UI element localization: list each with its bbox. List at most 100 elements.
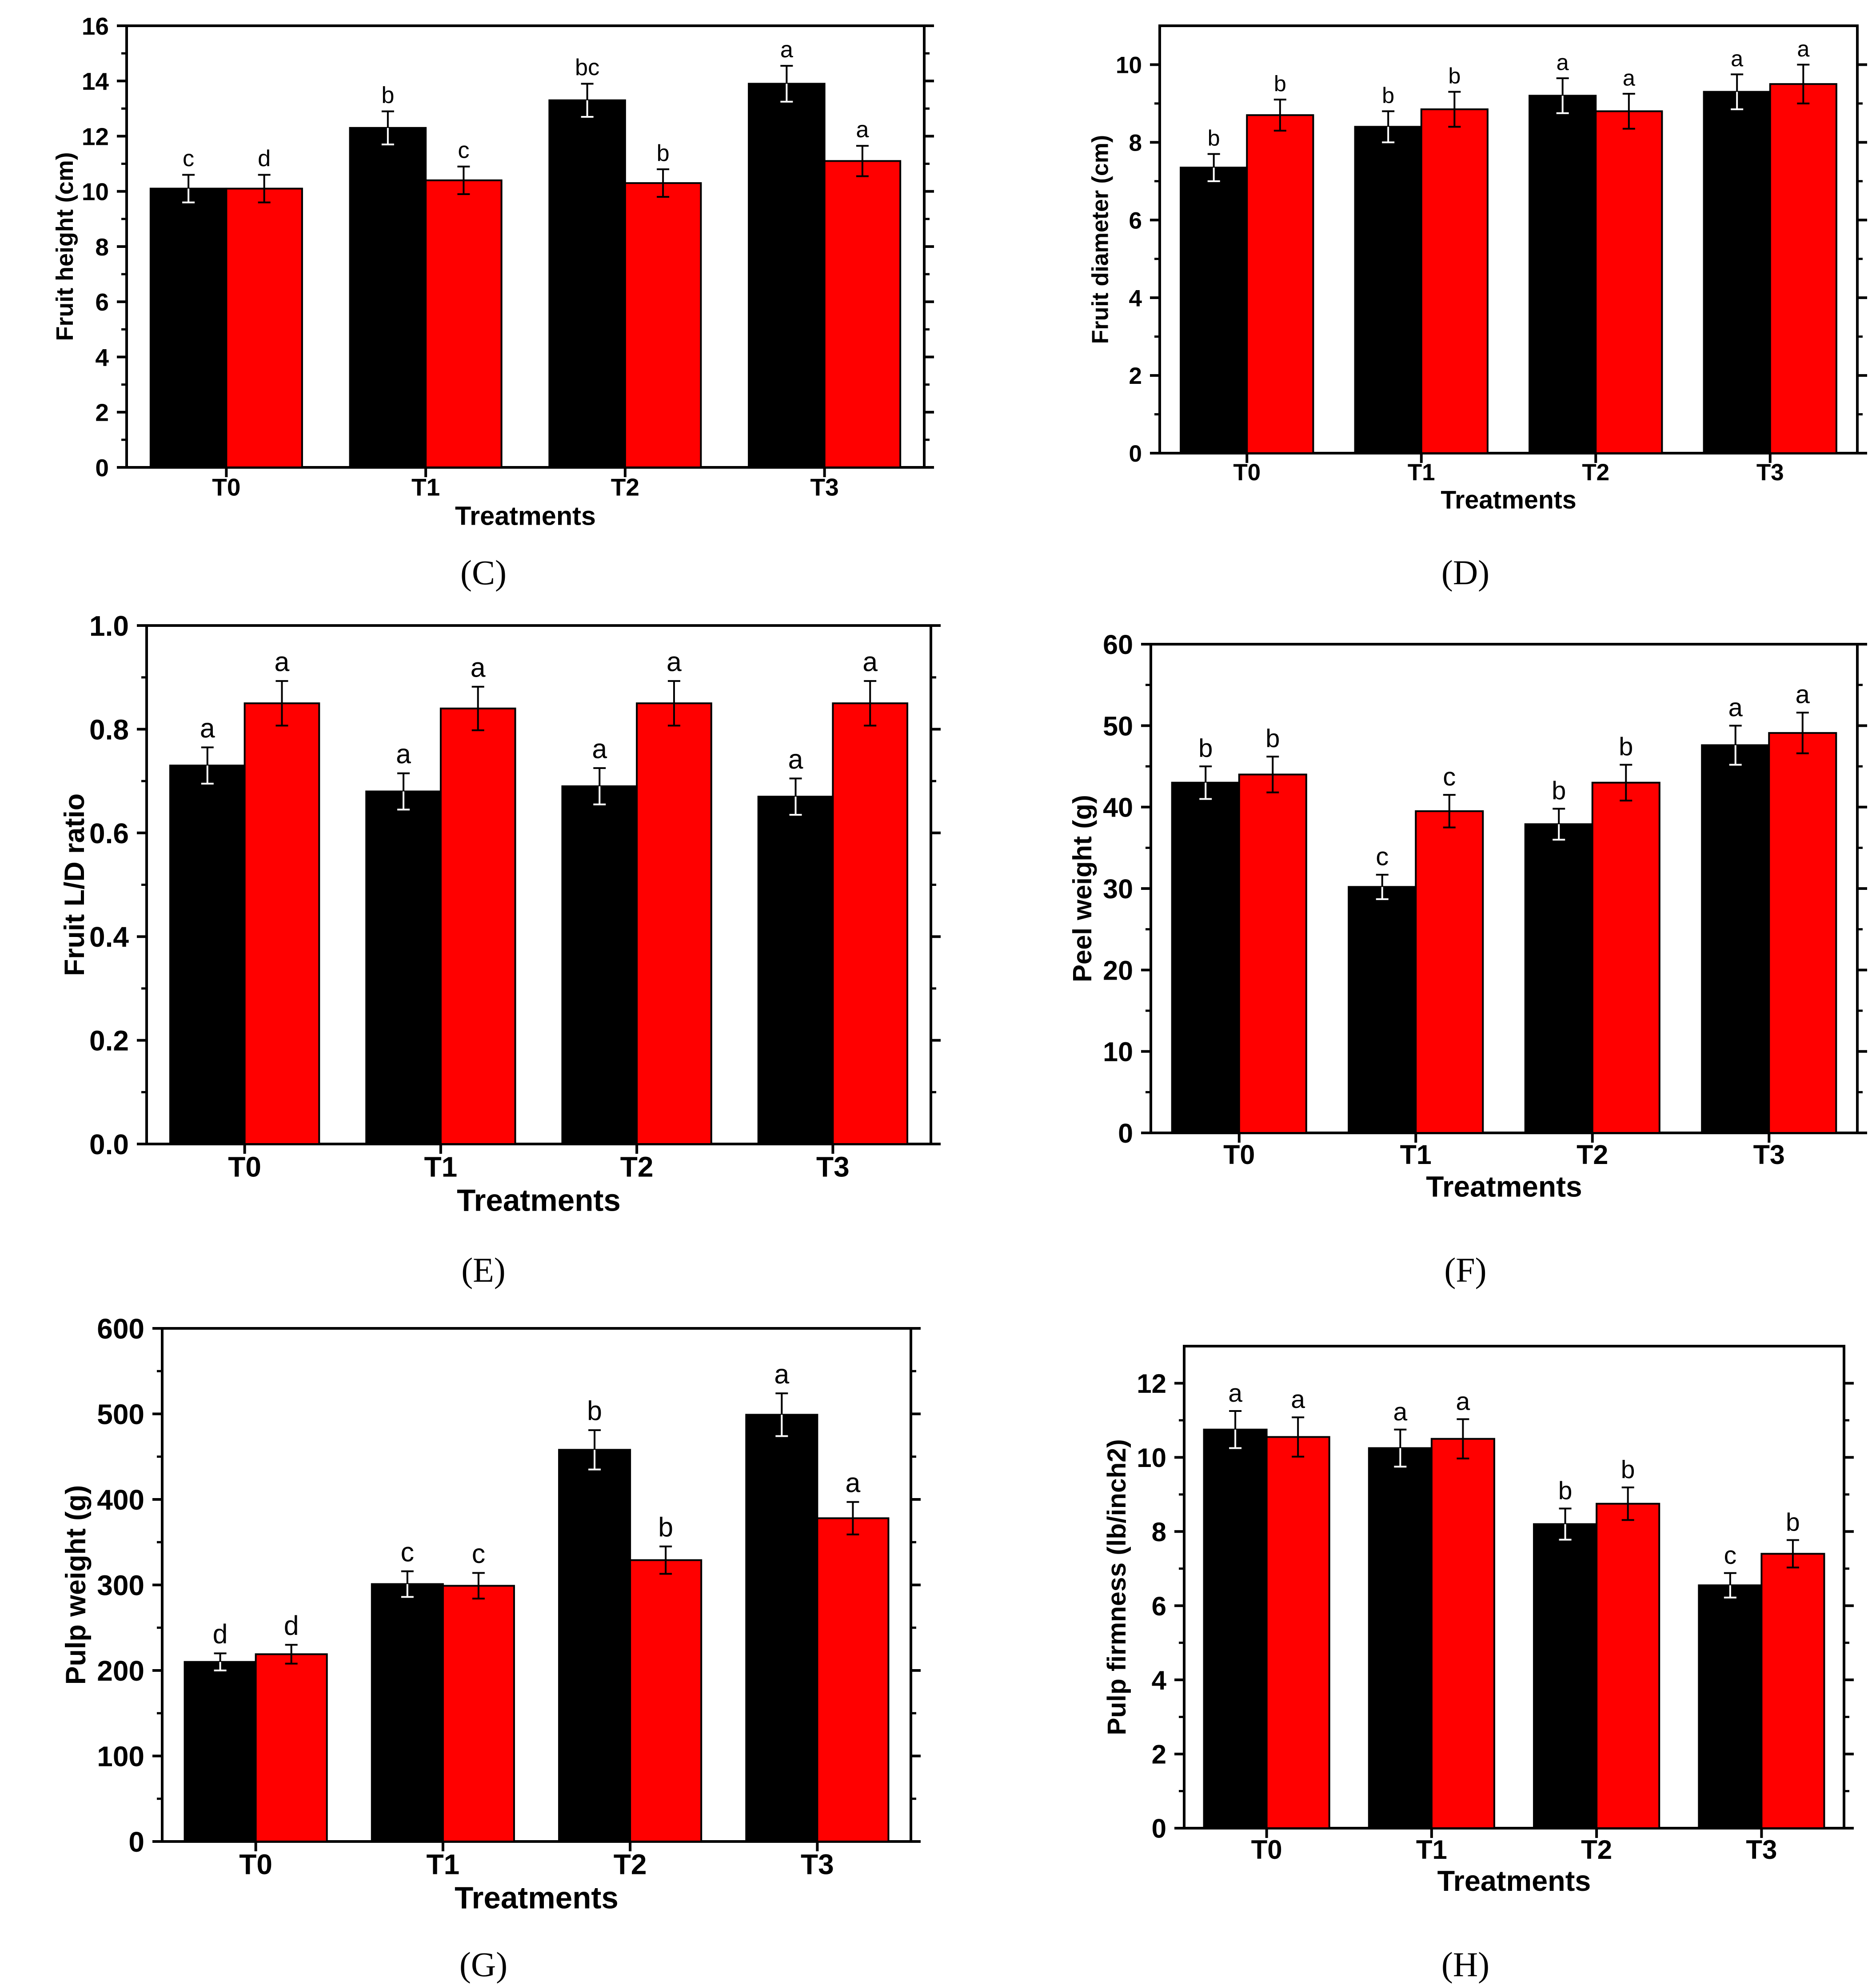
y-tick-label: 12 [1137, 1369, 1166, 1399]
x-tick-label: T2 [611, 473, 639, 501]
x-axis-title: Treatments [455, 501, 596, 530]
bar-h-t1-series1 [1368, 1447, 1433, 1830]
y-tick-label: 0.0 [89, 1128, 129, 1160]
chart-panel-h: 0 2 4 6 8 10 12 a a T0 a a T1 b b T2 c b T3 Treatments Pulp … [1102, 1345, 1854, 1984]
x-tick-label: T1 [427, 1849, 460, 1881]
y-tick-label: 60 [1103, 630, 1133, 660]
y-tick-label: 1.0 [89, 610, 129, 642]
y-tick-label: 10 [1137, 1443, 1166, 1473]
significance-letter: c [1443, 763, 1456, 791]
y-tick-label: 0.4 [89, 921, 129, 953]
chart-panel-f: 0 10 20 30 40 50 60 b b T0 c c T1 b b T2 a a T3 Treatments P… [1067, 630, 1867, 1289]
x-tick-label: T1 [411, 473, 440, 501]
bar-c-t1-series1 [349, 127, 427, 468]
y-tick-label: 4 [1152, 1666, 1167, 1695]
x-tick-label: T3 [801, 1849, 834, 1881]
y-tick-label: 4 [95, 343, 109, 371]
bar-e-t3-series2 [832, 702, 909, 1145]
y-tick-label: 20 [1103, 955, 1133, 985]
significance-letter: d [284, 1610, 299, 1641]
significance-letter: b [1198, 734, 1213, 763]
y-tick-label: 10 [82, 178, 109, 206]
significance-letter: a [788, 744, 803, 774]
bar-c-t0-series1 [149, 187, 228, 469]
panel-caption: (E) [461, 1251, 506, 1289]
bar-e-t1-series1 [365, 790, 442, 1145]
x-tick-label: T0 [1223, 1140, 1255, 1170]
bar-c-t3-series2 [823, 160, 902, 469]
bar-d-t0-series2 [1246, 114, 1314, 454]
y-tick-label: 10 [1103, 1037, 1133, 1067]
significance-letter: b [658, 1512, 673, 1542]
significance-letter: a [862, 646, 878, 677]
significance-letter: a [1731, 46, 1743, 71]
x-axis-title: Treatments [1441, 486, 1576, 514]
bar-g-t3-series1 [745, 1414, 818, 1843]
significance-letter: a [1797, 36, 1809, 61]
bar-h-t2-series2 [1596, 1503, 1660, 1829]
significance-letter: b [381, 82, 394, 108]
y-tick-label: 6 [95, 288, 109, 316]
significance-letter: a [1393, 1398, 1407, 1426]
x-axis-title: Treatments [1426, 1170, 1582, 1203]
x-axis-title: Treatments [455, 1880, 619, 1915]
y-tick-label: 0 [1118, 1118, 1133, 1148]
bar-f-t1-series2 [1415, 810, 1484, 1134]
y-tick-label: 0.2 [89, 1025, 129, 1057]
y-tick-label: 12 [82, 123, 109, 150]
y-axis-title: Pulp firmness (lb/inch2) [1102, 1439, 1131, 1735]
y-tick-label: 8 [95, 233, 109, 261]
y-tick-label: 0.6 [89, 817, 129, 849]
significance-letter: a [1796, 681, 1810, 709]
significance-letter: a [592, 734, 607, 764]
bar-g-t0-series1 [184, 1661, 257, 1842]
x-tick-label: T2 [620, 1151, 654, 1183]
bar-g-t1-series1 [371, 1583, 444, 1842]
significance-letter: a [780, 37, 794, 63]
significance-letter: a [396, 739, 411, 769]
significance-letter: b [1619, 733, 1633, 761]
x-tick-label: T2 [1582, 459, 1609, 486]
bar-e-t2-series2 [636, 702, 712, 1145]
significance-letter: a [667, 646, 682, 677]
panel-caption: (F) [1444, 1251, 1486, 1289]
x-tick-label: T2 [1581, 1835, 1612, 1865]
x-tick-label: T0 [1251, 1835, 1282, 1865]
bar-h-t1-series2 [1430, 1438, 1495, 1829]
bar-f-t0-series1 [1171, 781, 1240, 1134]
y-tick-label: 100 [97, 1741, 144, 1773]
bar-h-t2-series1 [1533, 1523, 1598, 1830]
bar-d-t3-series2 [1769, 83, 1837, 454]
significance-letter: a [275, 646, 290, 677]
bar-h-t3-series2 [1760, 1553, 1825, 1829]
y-tick-label: 400 [97, 1484, 144, 1516]
y-tick-label: 40 [1103, 793, 1133, 823]
y-axis-title: Fruit L/D ratio [59, 793, 90, 976]
y-tick-label: 500 [97, 1399, 144, 1431]
plot-frame [1158, 24, 1859, 454]
significance-letter: c [472, 1539, 485, 1569]
x-tick-label: T0 [1233, 459, 1261, 486]
bar-d-t2-series1 [1529, 95, 1597, 454]
y-tick-label: 0.8 [89, 713, 129, 745]
x-tick-label: T1 [1416, 1835, 1447, 1865]
chart-panel-d: 0 2 4 6 8 10 b b T0 b b T1 a a T2 a a T3 Treatments Fruit d… [1087, 24, 1867, 592]
bar-g-t2-series2 [629, 1559, 703, 1843]
bar-e-t2-series1 [561, 785, 638, 1145]
y-tick-label: 8 [1152, 1517, 1166, 1547]
y-tick-label: 0 [95, 454, 109, 482]
significance-letter: bc [575, 55, 599, 80]
significance-letter: b [1448, 63, 1461, 88]
bar-f-t3-series1 [1701, 744, 1770, 1134]
y-tick-label: 16 [82, 12, 109, 40]
chart-panel-e: 0.0 0.2 0.4 0.6 0.8 1.0 a a T0 a a T1 a a T2 a a T3 Treatm… [59, 610, 941, 1289]
y-tick-label: 4 [1129, 285, 1142, 311]
y-tick-label: 2 [1129, 363, 1142, 389]
panel-caption: (D) [1441, 553, 1489, 592]
chart-panel-g: 0 100 200 300 400 500 600 d d T0 c c T1 b b T2 a a T3 Treat… [60, 1313, 921, 1984]
x-tick-label: T3 [816, 1151, 850, 1183]
significance-letter: d [258, 146, 271, 171]
bar-d-t3-series1 [1703, 91, 1771, 454]
x-axis-title: Treatments [457, 1183, 621, 1217]
